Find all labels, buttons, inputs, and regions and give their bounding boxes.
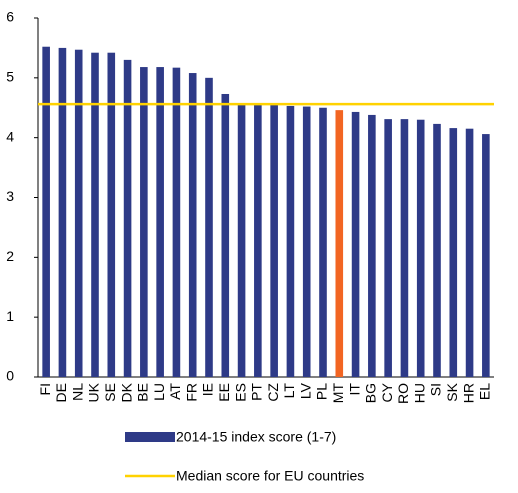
- bar: [205, 77, 213, 377]
- bar: [286, 105, 295, 377]
- bar: [319, 107, 327, 377]
- bar: [74, 49, 83, 377]
- bar: [58, 47, 67, 378]
- x-tick-label: CY: [379, 382, 395, 402]
- bar: [449, 128, 458, 377]
- bar: [302, 106, 311, 377]
- x-tick-label: FR: [183, 383, 199, 402]
- x-tick-label: EE: [216, 383, 232, 402]
- x-tick-label: HU: [411, 383, 427, 403]
- x-tick-label: HR: [460, 383, 476, 403]
- bar: [465, 128, 474, 377]
- x-tick-label: LV: [297, 382, 313, 399]
- bar: [123, 59, 132, 378]
- x-tick-label: CZ: [265, 383, 281, 402]
- bar: [91, 52, 99, 377]
- bar: [172, 67, 181, 377]
- bar: [42, 46, 50, 377]
- x-tick-label: MT: [330, 383, 346, 404]
- bar: [384, 119, 392, 377]
- x-tick-label: UK: [86, 382, 102, 402]
- x-tick-label: IE: [200, 383, 216, 396]
- y-tick-label: 3: [6, 188, 14, 204]
- x-tick-label: NL: [69, 383, 85, 401]
- x-tick-label: BE: [135, 383, 151, 402]
- bar: [107, 52, 116, 377]
- x-tick-label: FI: [37, 383, 53, 395]
- y-tick-label: 5: [6, 69, 14, 85]
- x-tick-label: SE: [102, 383, 118, 402]
- bar: [482, 134, 490, 377]
- bar: [400, 119, 409, 377]
- x-tick-label: AT: [167, 383, 183, 400]
- bar: [188, 73, 197, 378]
- x-tick-label: BG: [363, 383, 379, 403]
- bar: [140, 67, 148, 378]
- legend-swatch: [125, 432, 175, 442]
- x-tick-label: PL: [314, 383, 330, 400]
- x-tick-label: EL: [477, 383, 493, 400]
- x-tick-label: ES: [232, 383, 248, 402]
- legend-label: Median score for EU countries: [176, 468, 364, 484]
- bar: [221, 93, 230, 377]
- y-tick-label: 1: [6, 308, 14, 324]
- bar: [335, 110, 344, 377]
- bar: [254, 104, 262, 377]
- y-tick-label: 2: [6, 248, 14, 264]
- x-tick-label: DK: [118, 382, 134, 402]
- x-tick-label: IT: [346, 383, 362, 396]
- bar: [368, 114, 376, 378]
- x-tick-label: RO: [395, 383, 411, 404]
- bar: [270, 104, 278, 377]
- y-tick-label: 4: [6, 128, 14, 144]
- x-tick-label: PT: [249, 383, 265, 401]
- x-tick-label: LU: [151, 383, 167, 401]
- bar: [237, 103, 246, 377]
- x-tick-label: DE: [53, 383, 69, 402]
- y-tick-label: 6: [6, 9, 14, 25]
- bar: [156, 67, 164, 378]
- x-tick-label: SK: [444, 382, 460, 401]
- x-tick-label: SI: [428, 383, 444, 396]
- x-tick-label: LT: [281, 383, 297, 399]
- bar: [351, 111, 360, 378]
- bar: [433, 123, 441, 377]
- y-tick-label: 0: [6, 368, 14, 384]
- bar: [416, 119, 425, 377]
- legend-label: 2014-15 index score (1-7): [176, 429, 336, 445]
